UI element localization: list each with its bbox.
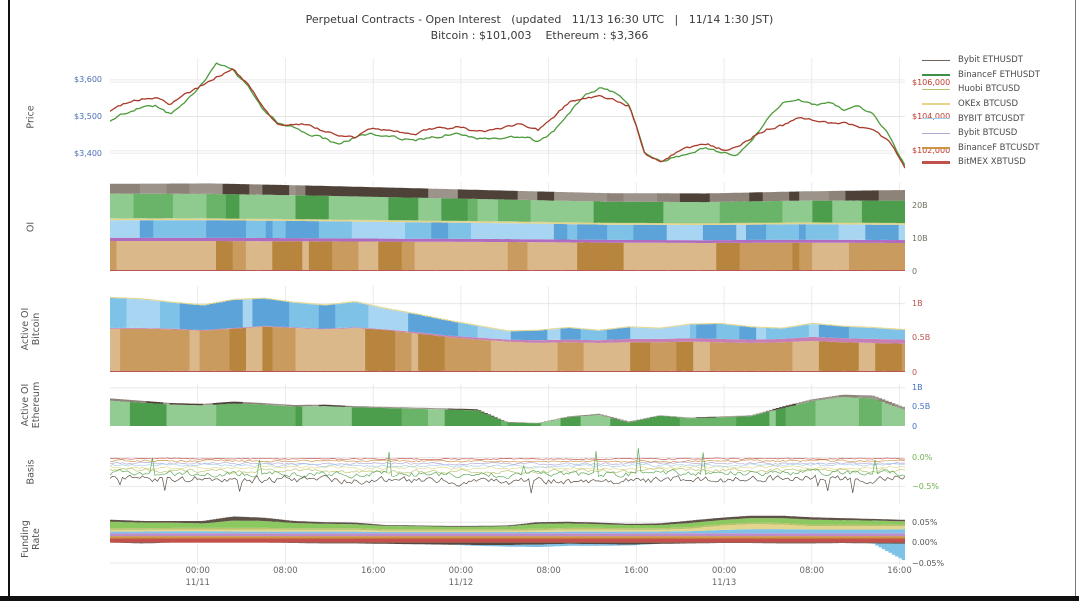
x-tick-time: 16:00 — [360, 566, 386, 576]
legend-item: Bybit ETHUSDT — [922, 53, 1040, 68]
oi-ytick-right: 20B — [912, 200, 928, 210]
row-label-oi: OI — [25, 221, 37, 232]
legend-item: OKEx BTCUSD — [922, 97, 1040, 112]
panel-price-chart — [110, 58, 905, 175]
active_oi_bitcoin-ytick-right: 1B — [912, 299, 923, 309]
panel-active_oi_ethereum-chart — [110, 384, 905, 426]
active_oi_ethereum-ytick-right: 1B — [912, 383, 923, 393]
price-ytick-left: $3,500 — [74, 112, 102, 121]
row-label-basis: Basis — [25, 459, 37, 485]
panel-funding_rate-chart — [110, 512, 905, 565]
x-tick-time: 16:00 — [887, 566, 912, 576]
price-ytick-left: $3,400 — [74, 148, 102, 158]
oi-ytick-right: 10B — [912, 233, 928, 243]
legend-line-swatch — [922, 161, 950, 164]
legend: Bybit ETHUSDT BinanceF ETHUSDT Huobi BTCUS… — [922, 53, 1040, 170]
x-tick-time: 00:00 — [185, 566, 210, 576]
legend-line-swatch — [922, 146, 950, 150]
funding_rate-ytick-right: −0.05% — [912, 558, 945, 568]
funding_rate-ytick-right: 0.05% — [912, 517, 938, 527]
legend-line-swatch — [922, 88, 950, 91]
legend-line-swatch — [922, 73, 950, 77]
legend-label: BinanceF ETHUSDT — [958, 69, 1040, 80]
active_oi_bitcoin-ytick-right: 0.5B — [912, 333, 931, 343]
active_oi_ethereum-ytick-right: 0.5B — [912, 402, 931, 412]
x-tick-date: 11/11 — [185, 578, 210, 588]
window-edge-right — [1075, 0, 1076, 597]
x-tick-time: 00:00 — [448, 566, 474, 576]
price-ytick-left: $3,600 — [74, 75, 102, 85]
legend-line-swatch — [922, 118, 950, 120]
legend-line-swatch — [922, 132, 950, 134]
row-label-active_oi_bitcoin: Active OI Bitcoin — [20, 307, 42, 351]
legend-item: BinanceF ETHUSDT — [922, 68, 1040, 83]
page-title: Perpetual Contracts - Open Interest (upd… — [305, 13, 774, 26]
x-tick-time: 08:00 — [273, 566, 298, 576]
oi-ytick-right: 0 — [912, 266, 918, 276]
legend-label: OKEx BTCUSD — [958, 99, 1018, 110]
row-label-price: Price — [25, 104, 37, 129]
window-edge-left — [8, 0, 10, 597]
active_oi_bitcoin-ytick-right: 0 — [912, 367, 918, 377]
legend-label: BYBIT BTCUSDT — [958, 113, 1025, 124]
legend-item: Bybit BTCUSD — [922, 126, 1040, 141]
x-tick-time: 00:00 — [711, 566, 737, 576]
price-ytick-right: $102,000 — [912, 146, 951, 156]
legend-line-swatch — [922, 103, 950, 105]
funding_rate-ytick-right: 0.00% — [912, 538, 938, 548]
panel-active_oi_bitcoin-chart — [110, 286, 905, 372]
price-ytick-right: $106,000 — [912, 77, 951, 87]
x-tick-time: 08:00 — [536, 566, 561, 576]
basis-ytick-right: 0.0% — [912, 453, 933, 462]
active_oi_ethereum-ytick-right: 0 — [912, 421, 918, 431]
legend-item: BYBIT BTCUSDT — [922, 111, 1040, 126]
x-tick-time: 08:00 — [799, 566, 825, 576]
legend-label: Bybit ETHUSDT — [958, 55, 1023, 66]
legend-label: BitMEX XBTUSD — [958, 157, 1026, 168]
legend-item: BitMEX XBTUSD — [922, 155, 1040, 170]
row-label-active_oi_ethereum: Active OI Ethereum — [20, 381, 42, 429]
window-edge-bottom — [0, 596, 1079, 601]
x-tick-date: 11/13 — [711, 578, 737, 588]
legend-line-swatch — [922, 59, 950, 61]
legend-item: BinanceF BTCUSDT — [922, 141, 1040, 156]
price-ytick-right: $104,000 — [912, 112, 951, 121]
legend-label: Bybit BTCUSD — [958, 128, 1018, 139]
panel-basis-chart — [110, 440, 905, 504]
legend-label: BinanceF BTCUSDT — [958, 142, 1040, 153]
legend-item: Huobi BTCUSD — [922, 82, 1040, 97]
panel-oi-chart — [110, 182, 905, 271]
basis-ytick-right: −0.5% — [912, 482, 940, 491]
legend-label: Huobi BTCUSD — [958, 84, 1021, 95]
row-label-funding_rate: Funding Rate — [20, 519, 42, 558]
price-summary: Bitcoin : $101,003 Ethereum : $3,366 — [430, 29, 649, 42]
x-tick-time: 16:00 — [624, 566, 649, 576]
x-tick-date: 11/12 — [448, 578, 474, 588]
